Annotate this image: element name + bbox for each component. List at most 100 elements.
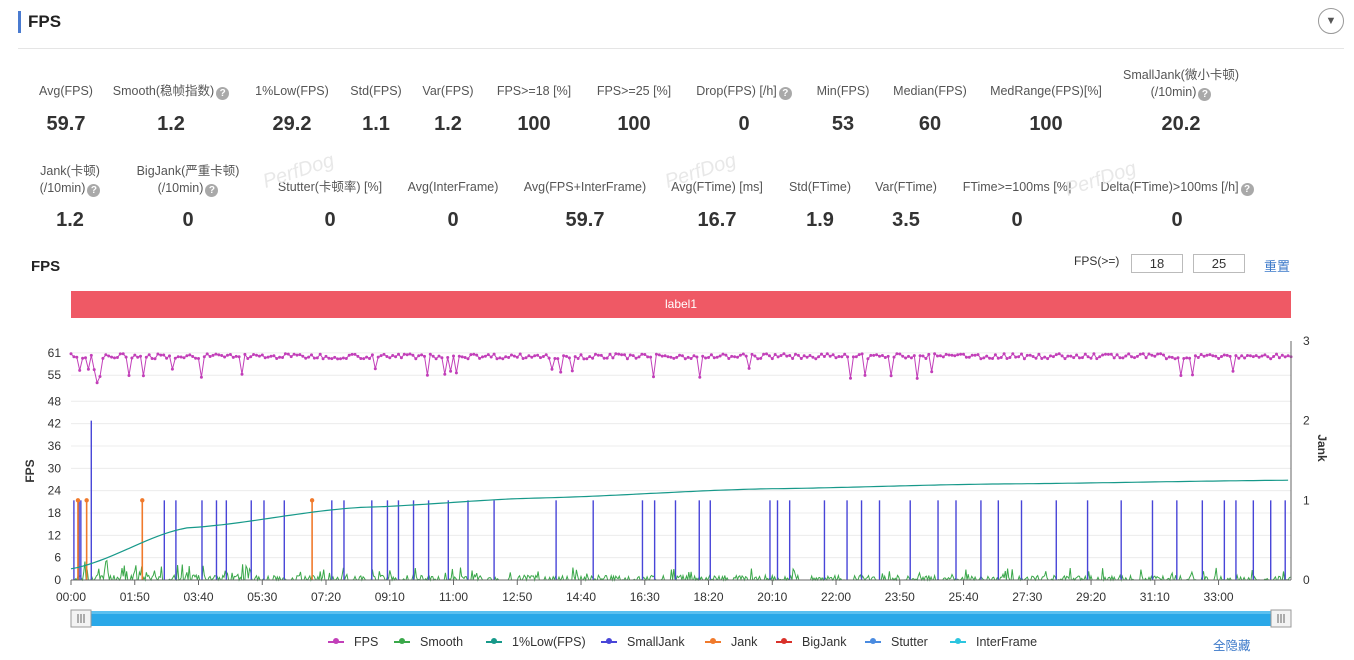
fps-point [1014,355,1018,359]
metric-label: FTime>=100ms [%] [962,180,1072,194]
metric-item: Avg(FPS+InterFrame) 59.7 [495,179,675,231]
reset-link[interactable]: 重置 [1264,259,1291,274]
fps-point [492,352,496,356]
fps-point [341,356,345,360]
fps-point [524,356,528,360]
fps-point [179,355,183,359]
fps-point [150,357,154,360]
fps-threshold-input-1[interactable]: 18 [1131,254,1183,273]
fps-point [1272,355,1276,358]
legend-swatch [328,638,344,644]
metric-label-unit: (/10min)? [1091,84,1271,101]
metric-label: Avg(FPS) [39,84,93,98]
y-tick-label: 42 [48,417,62,431]
x-tick-label: 00:00 [56,590,86,604]
fps-point [110,355,114,359]
legend-item[interactable]: SmallJank [601,635,685,649]
fps-point [1031,355,1035,358]
fps-point [782,352,786,356]
metric-item: Std(FTime) 1.9 [730,179,910,231]
help-icon[interactable]: ? [1198,88,1212,101]
legend-swatch [486,638,502,644]
x-tick-label: 33:00 [1204,590,1234,604]
fps-point [779,354,783,357]
metric-label: MedRange(FPS)[%] [990,84,1102,98]
legend-item[interactable]: Smooth [394,635,463,649]
help-icon[interactable]: ? [778,87,792,100]
fps-point [344,357,348,360]
fps-point [692,354,696,358]
fps-point [1118,356,1122,360]
legend-item[interactable]: InterFrame [950,635,1037,649]
fps-point [208,355,212,358]
help-icon[interactable]: ? [216,87,230,100]
fps-point [252,353,256,356]
legend-item[interactable]: BigJank [776,635,846,649]
fps-point [1101,353,1105,357]
legend-item[interactable]: Stutter [865,635,928,649]
metric-value: 0 [1171,209,1183,231]
fps-point [799,357,803,360]
fps-point [295,353,299,357]
fps-point [115,356,119,359]
fps-point [657,353,661,357]
fps-point [1286,354,1290,358]
legend-item[interactable]: FPS [328,635,378,649]
fps-point [199,375,203,379]
fps-point [278,355,282,359]
hide-all-link[interactable]: 全隐藏 [1213,639,1251,653]
fps-point [921,354,925,358]
y-tick-label: 0 [54,573,61,587]
fps-point [851,355,855,359]
metric-value: 100 [1029,113,1063,135]
legend-item[interactable]: Jank [705,635,757,649]
metric-label: Avg(FPS+InterFrame) [523,180,647,194]
fps-point [1034,356,1038,360]
fps-point [1043,355,1047,359]
chevron-down-icon[interactable]: ▼ [1318,8,1344,34]
fps-point [483,354,487,358]
metric-value: 20.2 [1161,113,1201,135]
legend-dot [955,638,961,644]
metric-value: 1.2 [434,113,462,135]
fps-point [1147,352,1151,356]
fps-point [596,353,600,357]
fps-point [837,355,841,358]
fps-point [547,356,551,360]
label-band[interactable]: label1 [71,291,1291,318]
fps-point [507,356,511,359]
fps-point [153,357,157,361]
fps-point [988,356,992,360]
legend-swatch [394,638,410,644]
fps-point [515,355,519,359]
metric-value: 16.7 [697,209,737,231]
metric-label: Min(FPS) [816,84,870,98]
fps-point [767,354,771,358]
fps-threshold-input-2[interactable]: 25 [1193,254,1245,273]
fps-point [736,355,739,359]
fps-point [707,356,710,359]
y-tick-label: 24 [48,484,62,498]
fps-point [536,353,540,357]
fps-point [796,353,800,357]
fps-point [770,357,774,361]
legend-item[interactable]: 1%Low(FPS) [486,635,586,649]
fps-point [165,356,169,360]
help-icon[interactable]: ? [87,184,101,197]
fps-point [457,354,461,358]
fps-point [846,355,850,359]
fps-point [272,354,276,358]
fps-point [133,353,137,357]
metric-label: Smooth(稳帧指数)? [81,83,261,100]
chart-title: FPS [31,258,61,275]
fps-point [275,357,279,360]
fps-point [640,352,644,356]
fps-point [1130,355,1134,359]
metric-label: BigJank(严重卡顿) [136,164,240,178]
fps-point [1028,353,1032,357]
fps-point [1225,353,1229,357]
fps-point [643,353,647,356]
fps-point [1121,356,1125,360]
help-icon[interactable]: ? [1240,183,1254,196]
help-icon[interactable]: ? [205,184,219,197]
